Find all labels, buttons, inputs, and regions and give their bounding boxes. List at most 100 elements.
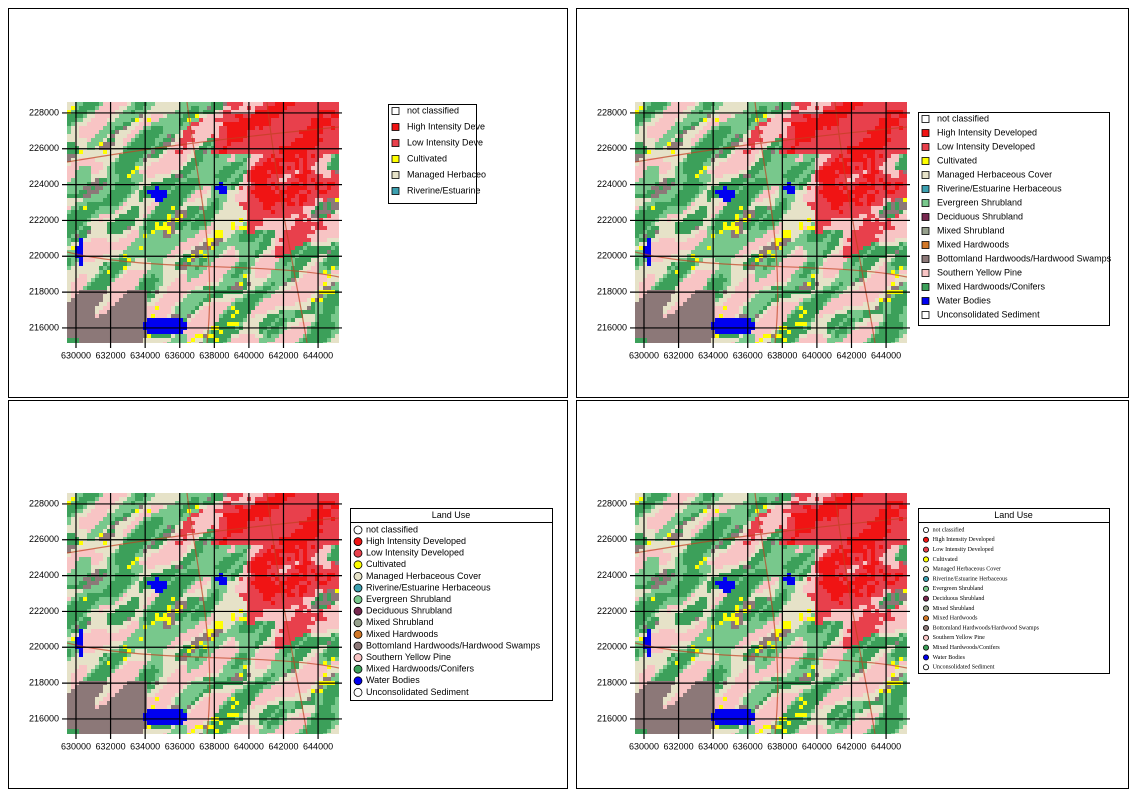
legend-label: Southern Yellow Pine bbox=[937, 267, 1022, 277]
legend-marker bbox=[923, 596, 928, 601]
legend-marker bbox=[354, 561, 362, 569]
legend-label: Southern Yellow Pine bbox=[933, 635, 986, 641]
legend-label: Mixed Hardwoods/Conifers bbox=[937, 281, 1046, 291]
legend-marker bbox=[392, 156, 399, 163]
y-tick-label: 220000 bbox=[597, 642, 627, 652]
legend-label: Riverine/Estuarine Herbaceous bbox=[933, 576, 1008, 582]
legend-marker bbox=[392, 188, 399, 195]
legend-marker bbox=[923, 606, 928, 611]
legend-label: Low Intensity Developed bbox=[933, 547, 994, 553]
legend-label: High Intensity Deve bbox=[407, 121, 485, 131]
x-tick-label: 640000 bbox=[802, 350, 832, 360]
legend-marker bbox=[923, 547, 928, 552]
y-tick-label: 220000 bbox=[29, 251, 59, 261]
legend-label: Low Intensity Deve bbox=[407, 137, 483, 147]
legend-label: Mixed Hardwoods bbox=[937, 239, 1010, 249]
legend-label: Bottomland Hardwoods/Hardwood Swamps bbox=[937, 253, 1112, 263]
legend-marker bbox=[923, 557, 928, 562]
legend-marker bbox=[354, 596, 362, 604]
legend-label: not classified bbox=[937, 113, 989, 123]
legend-marker bbox=[354, 654, 362, 662]
x-tick-label: 632000 bbox=[96, 741, 126, 751]
y-tick-label: 216000 bbox=[29, 322, 59, 332]
legend-label: Evergreen Shrubland bbox=[937, 197, 1022, 207]
y-tick-label: 218000 bbox=[597, 677, 627, 687]
legend-label: Cultivated bbox=[933, 557, 958, 563]
legend-label: Deciduous Shrubland bbox=[937, 211, 1023, 221]
x-tick-label: 638000 bbox=[767, 350, 797, 360]
x-tick-label: 642000 bbox=[268, 741, 298, 751]
legend-title: Land Use bbox=[994, 510, 1033, 520]
y-tick-label: 226000 bbox=[597, 143, 627, 153]
legend-label: Mixed Hardwoods/Conifers bbox=[366, 664, 475, 674]
y-tick-label: 220000 bbox=[597, 251, 627, 261]
x-tick-label: 638000 bbox=[199, 350, 229, 360]
legend-marker bbox=[922, 214, 929, 221]
legend-marker bbox=[922, 172, 929, 179]
legend-marker bbox=[923, 635, 928, 640]
legend-marker bbox=[392, 108, 399, 115]
legend-marker bbox=[922, 242, 929, 249]
legend-marker bbox=[354, 584, 362, 592]
legend-label: Managed Herbaceo bbox=[407, 169, 486, 179]
legend-marker bbox=[922, 144, 929, 151]
legend-marker bbox=[354, 572, 362, 580]
x-tick-label: 640000 bbox=[802, 741, 832, 751]
legend-label: Mixed Shrubland bbox=[937, 225, 1005, 235]
y-tick-label: 224000 bbox=[29, 179, 59, 189]
legend-label: High Intensity Developed bbox=[366, 536, 466, 546]
x-tick-label: 638000 bbox=[767, 741, 797, 751]
x-tick-label: 634000 bbox=[130, 350, 160, 360]
x-tick-label: 636000 bbox=[733, 350, 763, 360]
legend-label: Mixed Shrubland bbox=[933, 606, 975, 612]
legend-label: Riverine/Estuarine bbox=[407, 185, 481, 195]
legend-label: High Intensity Developed bbox=[937, 127, 1037, 137]
legend-label: Low Intensity Developed bbox=[937, 141, 1035, 151]
y-tick-label: 226000 bbox=[29, 534, 59, 544]
x-tick-label: 632000 bbox=[664, 741, 694, 751]
y-tick-label: 216000 bbox=[29, 713, 59, 723]
legend-marker bbox=[354, 549, 362, 557]
legend-label: Mixed Hardwoods bbox=[366, 629, 439, 639]
legend-marker bbox=[354, 607, 362, 615]
y-tick-label: 218000 bbox=[29, 677, 59, 687]
legend-marker bbox=[922, 312, 929, 319]
x-tick-label: 642000 bbox=[836, 350, 866, 360]
y-tick-label: 226000 bbox=[597, 534, 627, 544]
legend-label: Water Bodies bbox=[937, 295, 991, 305]
y-tick-label: 216000 bbox=[597, 322, 627, 332]
legend-marker bbox=[922, 130, 929, 137]
legend-marker bbox=[354, 665, 362, 673]
legend-marker bbox=[922, 270, 929, 277]
legend-label: Riverine/Estuarine Herbaceous bbox=[366, 582, 491, 592]
legend-label: Unconsolidated Sediment bbox=[933, 665, 995, 671]
y-tick-label: 228000 bbox=[29, 498, 59, 508]
x-tick-label: 642000 bbox=[268, 350, 298, 360]
legend-label: Southern Yellow Pine bbox=[366, 652, 451, 662]
legend-marker bbox=[923, 616, 928, 621]
x-tick-label: 632000 bbox=[664, 350, 694, 360]
legend-marker bbox=[392, 124, 399, 131]
legend-label: Unconsolidated Sediment bbox=[366, 687, 469, 697]
x-tick-label: 640000 bbox=[234, 350, 264, 360]
land-cover-map bbox=[635, 493, 907, 737]
legend-marker bbox=[922, 200, 929, 207]
legend-label: not classified bbox=[366, 524, 418, 534]
x-tick-label: 630000 bbox=[61, 741, 91, 751]
y-tick-label: 224000 bbox=[597, 570, 627, 580]
x-tick-label: 644000 bbox=[303, 741, 333, 751]
map-panel: 6300006320006340006360006380006400006420… bbox=[577, 9, 1129, 398]
legend-label: Managed Herbaceous Cover bbox=[933, 567, 1001, 573]
land-cover-map bbox=[67, 493, 339, 737]
legend-marker bbox=[923, 567, 928, 572]
x-tick-label: 644000 bbox=[871, 350, 901, 360]
legend-marker bbox=[923, 625, 928, 630]
legend-label: Cultivated bbox=[407, 153, 447, 163]
y-tick-label: 218000 bbox=[29, 286, 59, 296]
legend-marker bbox=[923, 576, 928, 581]
y-tick-label: 222000 bbox=[29, 215, 59, 225]
legend-label: Mixed Hardwoods bbox=[933, 616, 978, 622]
